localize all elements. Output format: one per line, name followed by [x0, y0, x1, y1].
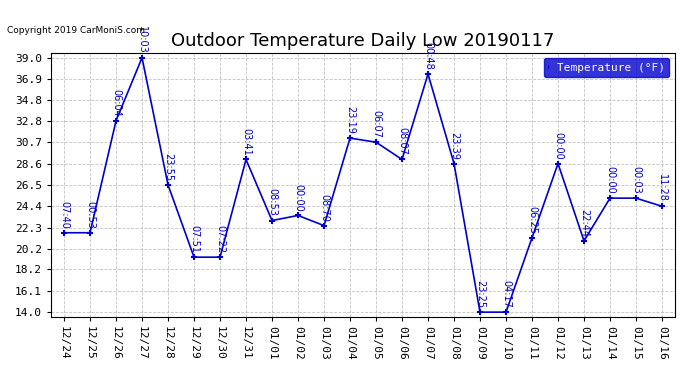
Text: 22:44: 22:44 — [579, 209, 589, 237]
Text: 07:40: 07:40 — [59, 201, 69, 229]
Text: 08:07: 08:07 — [397, 128, 407, 155]
Text: 06:04: 06:04 — [111, 89, 121, 117]
Text: 04:17: 04:17 — [501, 280, 511, 308]
Text: 23:19: 23:19 — [345, 106, 355, 134]
Text: 07:22: 07:22 — [215, 225, 225, 253]
Text: 00:00: 00:00 — [293, 183, 303, 211]
Text: 11:28: 11:28 — [657, 174, 667, 202]
Text: 10:03: 10:03 — [137, 26, 147, 54]
Title: Outdoor Temperature Daily Low 20190117: Outdoor Temperature Daily Low 20190117 — [171, 32, 555, 50]
Text: 00:48: 00:48 — [423, 42, 433, 70]
Text: 00:53: 00:53 — [85, 201, 95, 229]
Text: 06:25: 06:25 — [527, 206, 537, 234]
Text: 00:00: 00:00 — [553, 132, 563, 159]
Text: 06:07: 06:07 — [371, 110, 381, 138]
Legend: Temperature (°F): Temperature (°F) — [544, 58, 669, 77]
Text: 07:51: 07:51 — [189, 225, 199, 253]
Text: Copyright 2019 CarMoniS.com: Copyright 2019 CarMoniS.com — [7, 26, 145, 35]
Text: 08:53: 08:53 — [267, 189, 277, 216]
Text: 00:00: 00:00 — [605, 166, 615, 194]
Text: 23:25: 23:25 — [475, 280, 485, 308]
Text: 00:03: 00:03 — [631, 166, 641, 194]
Text: 08:70: 08:70 — [319, 194, 329, 222]
Text: 03:41: 03:41 — [241, 128, 251, 155]
Text: 23:39: 23:39 — [449, 132, 459, 159]
Text: 23:55: 23:55 — [163, 153, 173, 181]
